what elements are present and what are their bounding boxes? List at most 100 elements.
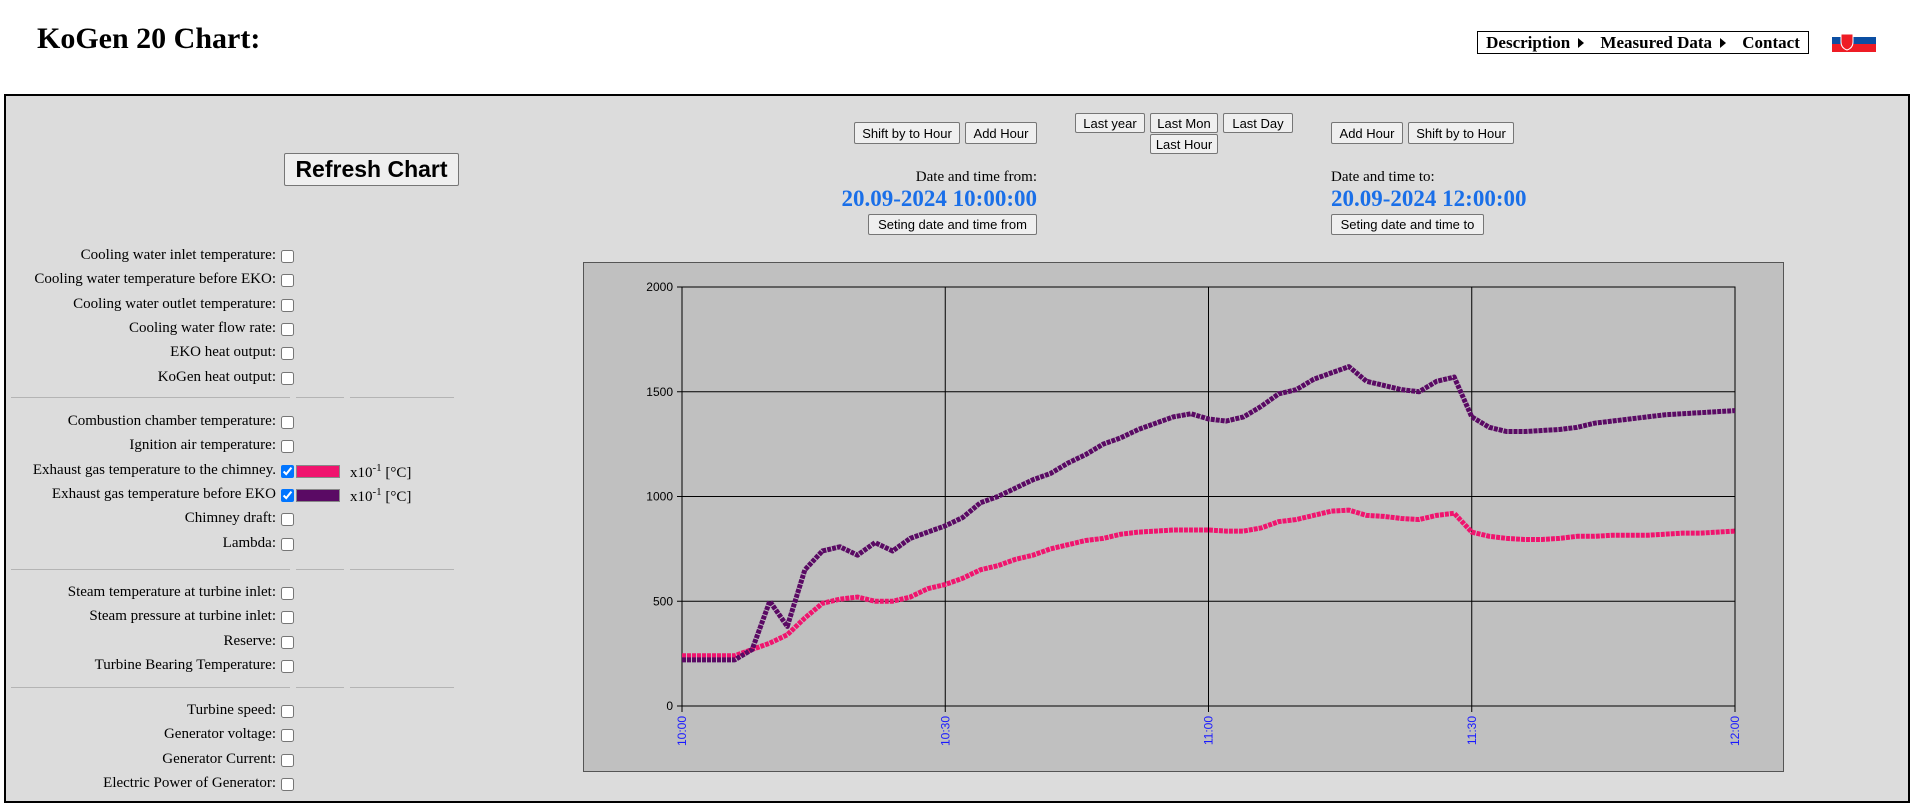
channel-label: Ignition air temperature: bbox=[129, 437, 276, 454]
channel-checkbox[interactable] bbox=[281, 298, 294, 312]
unit-suffix: [°C] bbox=[385, 488, 412, 505]
y-tick-label: 500 bbox=[653, 594, 673, 608]
separator bbox=[11, 687, 290, 688]
nav-text[interactable]: Contact bbox=[1742, 32, 1800, 52]
add-hour-button[interactable]: Add Hour bbox=[965, 122, 1037, 144]
nav-item[interactable]: Description bbox=[1486, 32, 1585, 53]
channel-label: Turbine Bearing Temperature: bbox=[94, 656, 276, 673]
separator bbox=[11, 397, 290, 398]
x-tick-label: 11:30 bbox=[1465, 716, 1479, 745]
series-line bbox=[682, 364, 1736, 663]
x-tick-label: 10:30 bbox=[938, 716, 952, 746]
nav-item[interactable]: Contact bbox=[1742, 33, 1800, 53]
separator bbox=[350, 569, 454, 570]
channel-label: Reserve: bbox=[223, 632, 276, 649]
nav-bar: Description Measured Data Contact bbox=[1477, 31, 1809, 54]
nav-arrow bbox=[1720, 37, 1727, 48]
channel-checkbox[interactable] bbox=[281, 416, 294, 429]
separator bbox=[296, 397, 344, 398]
channel-label: Steam pressure at turbine inlet: bbox=[89, 608, 276, 625]
channel-label: Generator Current: bbox=[162, 750, 276, 767]
page-title: KoGen 20 Chart: bbox=[37, 22, 261, 55]
unit: x10-1 [°C] bbox=[350, 486, 411, 506]
channel-checkbox[interactable] bbox=[281, 322, 294, 336]
set-date-button[interactable]: Seting date and time from bbox=[868, 214, 1037, 235]
channel-label: Cooling water temperature before EKO: bbox=[34, 271, 276, 288]
x-tick-label: 12:00 bbox=[1728, 716, 1742, 746]
series-line bbox=[682, 507, 1736, 659]
channel-label: Lambda: bbox=[222, 534, 276, 551]
range-button[interactable]: Last year bbox=[1075, 113, 1145, 133]
channel-checkbox[interactable] bbox=[281, 753, 294, 767]
channel-label: EKO heat output: bbox=[170, 344, 276, 361]
nav-text[interactable]: Description bbox=[1486, 32, 1571, 52]
nav-text[interactable]: Measured Data bbox=[1600, 32, 1713, 52]
unit: x10-1 [°C] bbox=[350, 462, 411, 482]
channel-checkbox[interactable] bbox=[281, 440, 294, 454]
separator bbox=[11, 569, 290, 570]
channel-label: Generator voltage: bbox=[163, 726, 276, 743]
channel-label: KoGen heat output: bbox=[157, 368, 276, 385]
channel-label: Exhaust gas temperature before EKO bbox=[51, 485, 276, 502]
channel-label: Electric Power of Generator: bbox=[103, 774, 276, 791]
date-to-value: 20.09-2024 12:00:00 bbox=[1331, 186, 1527, 211]
shift-button[interactable]: Shift by to Hour bbox=[854, 122, 960, 144]
separator bbox=[296, 687, 344, 688]
nav-item[interactable]: Measured Data bbox=[1600, 32, 1727, 53]
channel-checkbox[interactable] bbox=[281, 488, 294, 502]
chart: 0 500 1000 1500 2000 10:00 10:30 11:00 11:30 12:0… bbox=[583, 262, 1784, 772]
x-tick-label: 10:00 bbox=[675, 716, 689, 746]
refresh-button[interactable]: Refresh Chart bbox=[284, 153, 459, 186]
channel-checkbox[interactable] bbox=[281, 347, 294, 361]
set-date-button[interactable]: Seting date and time to bbox=[1331, 214, 1484, 235]
channel-checkbox[interactable] bbox=[281, 587, 294, 600]
channel-checkbox[interactable] bbox=[281, 274, 294, 288]
channel-checkbox[interactable] bbox=[281, 371, 294, 385]
y-tick-label: 1500 bbox=[646, 385, 673, 399]
channel-checkbox[interactable] bbox=[281, 250, 294, 263]
shift-button[interactable]: Shift by to Hour bbox=[1408, 122, 1514, 144]
unit-suffix: [°C] bbox=[385, 464, 412, 481]
flag[interactable] bbox=[1832, 30, 1876, 52]
color-swatch bbox=[296, 488, 340, 502]
date-from-label: Date and time from: bbox=[915, 169, 1037, 185]
channel-checkbox[interactable] bbox=[281, 513, 294, 527]
range-button[interactable]: Last Day bbox=[1223, 113, 1293, 133]
x-tick-label: 11:00 bbox=[1202, 716, 1216, 745]
unit-base: x10 bbox=[350, 464, 373, 481]
channel-label: Cooling water flow rate: bbox=[128, 319, 276, 336]
range-button[interactable]: Last Hour bbox=[1150, 134, 1218, 154]
separator bbox=[350, 397, 454, 398]
channel-label: Exhaust gas temperature to the chimney. bbox=[32, 461, 276, 478]
channel-label: Turbine speed: bbox=[186, 702, 276, 718]
channel-label: Chimney draft: bbox=[184, 510, 276, 527]
channel-label: Cooling water inlet temperature: bbox=[80, 247, 276, 263]
range-button[interactable]: Last Mon bbox=[1150, 113, 1218, 133]
date-to-label: Date and time to: bbox=[1331, 169, 1435, 185]
nav-arrow bbox=[1578, 37, 1585, 48]
channel-checkbox[interactable] bbox=[281, 464, 294, 478]
channel-checkbox[interactable] bbox=[281, 611, 294, 625]
add-hour-button[interactable]: Add Hour bbox=[1331, 122, 1403, 144]
y-tick-label: 0 bbox=[666, 699, 673, 713]
unit-exponent: -1 bbox=[372, 461, 382, 474]
channel-checkbox[interactable] bbox=[281, 635, 294, 649]
channel-checkbox[interactable] bbox=[281, 729, 294, 743]
separator bbox=[296, 569, 344, 570]
channel-checkbox[interactable] bbox=[281, 537, 294, 551]
channel-checkbox[interactable] bbox=[281, 777, 294, 791]
channel-label: Cooling water outlet temperature: bbox=[73, 295, 276, 312]
y-tick-label: 2000 bbox=[646, 280, 673, 294]
chart-frame bbox=[583, 262, 1784, 772]
y-tick-label: 1000 bbox=[646, 490, 673, 504]
separator bbox=[350, 687, 454, 688]
unit-base: x10 bbox=[350, 488, 373, 505]
channel-label: Combustion chamber temperature: bbox=[67, 413, 276, 429]
unit-exponent: -1 bbox=[372, 485, 382, 498]
date-from-value: 20.09-2024 10:00:00 bbox=[841, 186, 1037, 211]
color-swatch bbox=[296, 464, 340, 478]
channel-checkbox[interactable] bbox=[281, 705, 294, 718]
channel-checkbox[interactable] bbox=[281, 659, 294, 673]
channel-label: Steam temperature at turbine inlet: bbox=[67, 584, 276, 600]
